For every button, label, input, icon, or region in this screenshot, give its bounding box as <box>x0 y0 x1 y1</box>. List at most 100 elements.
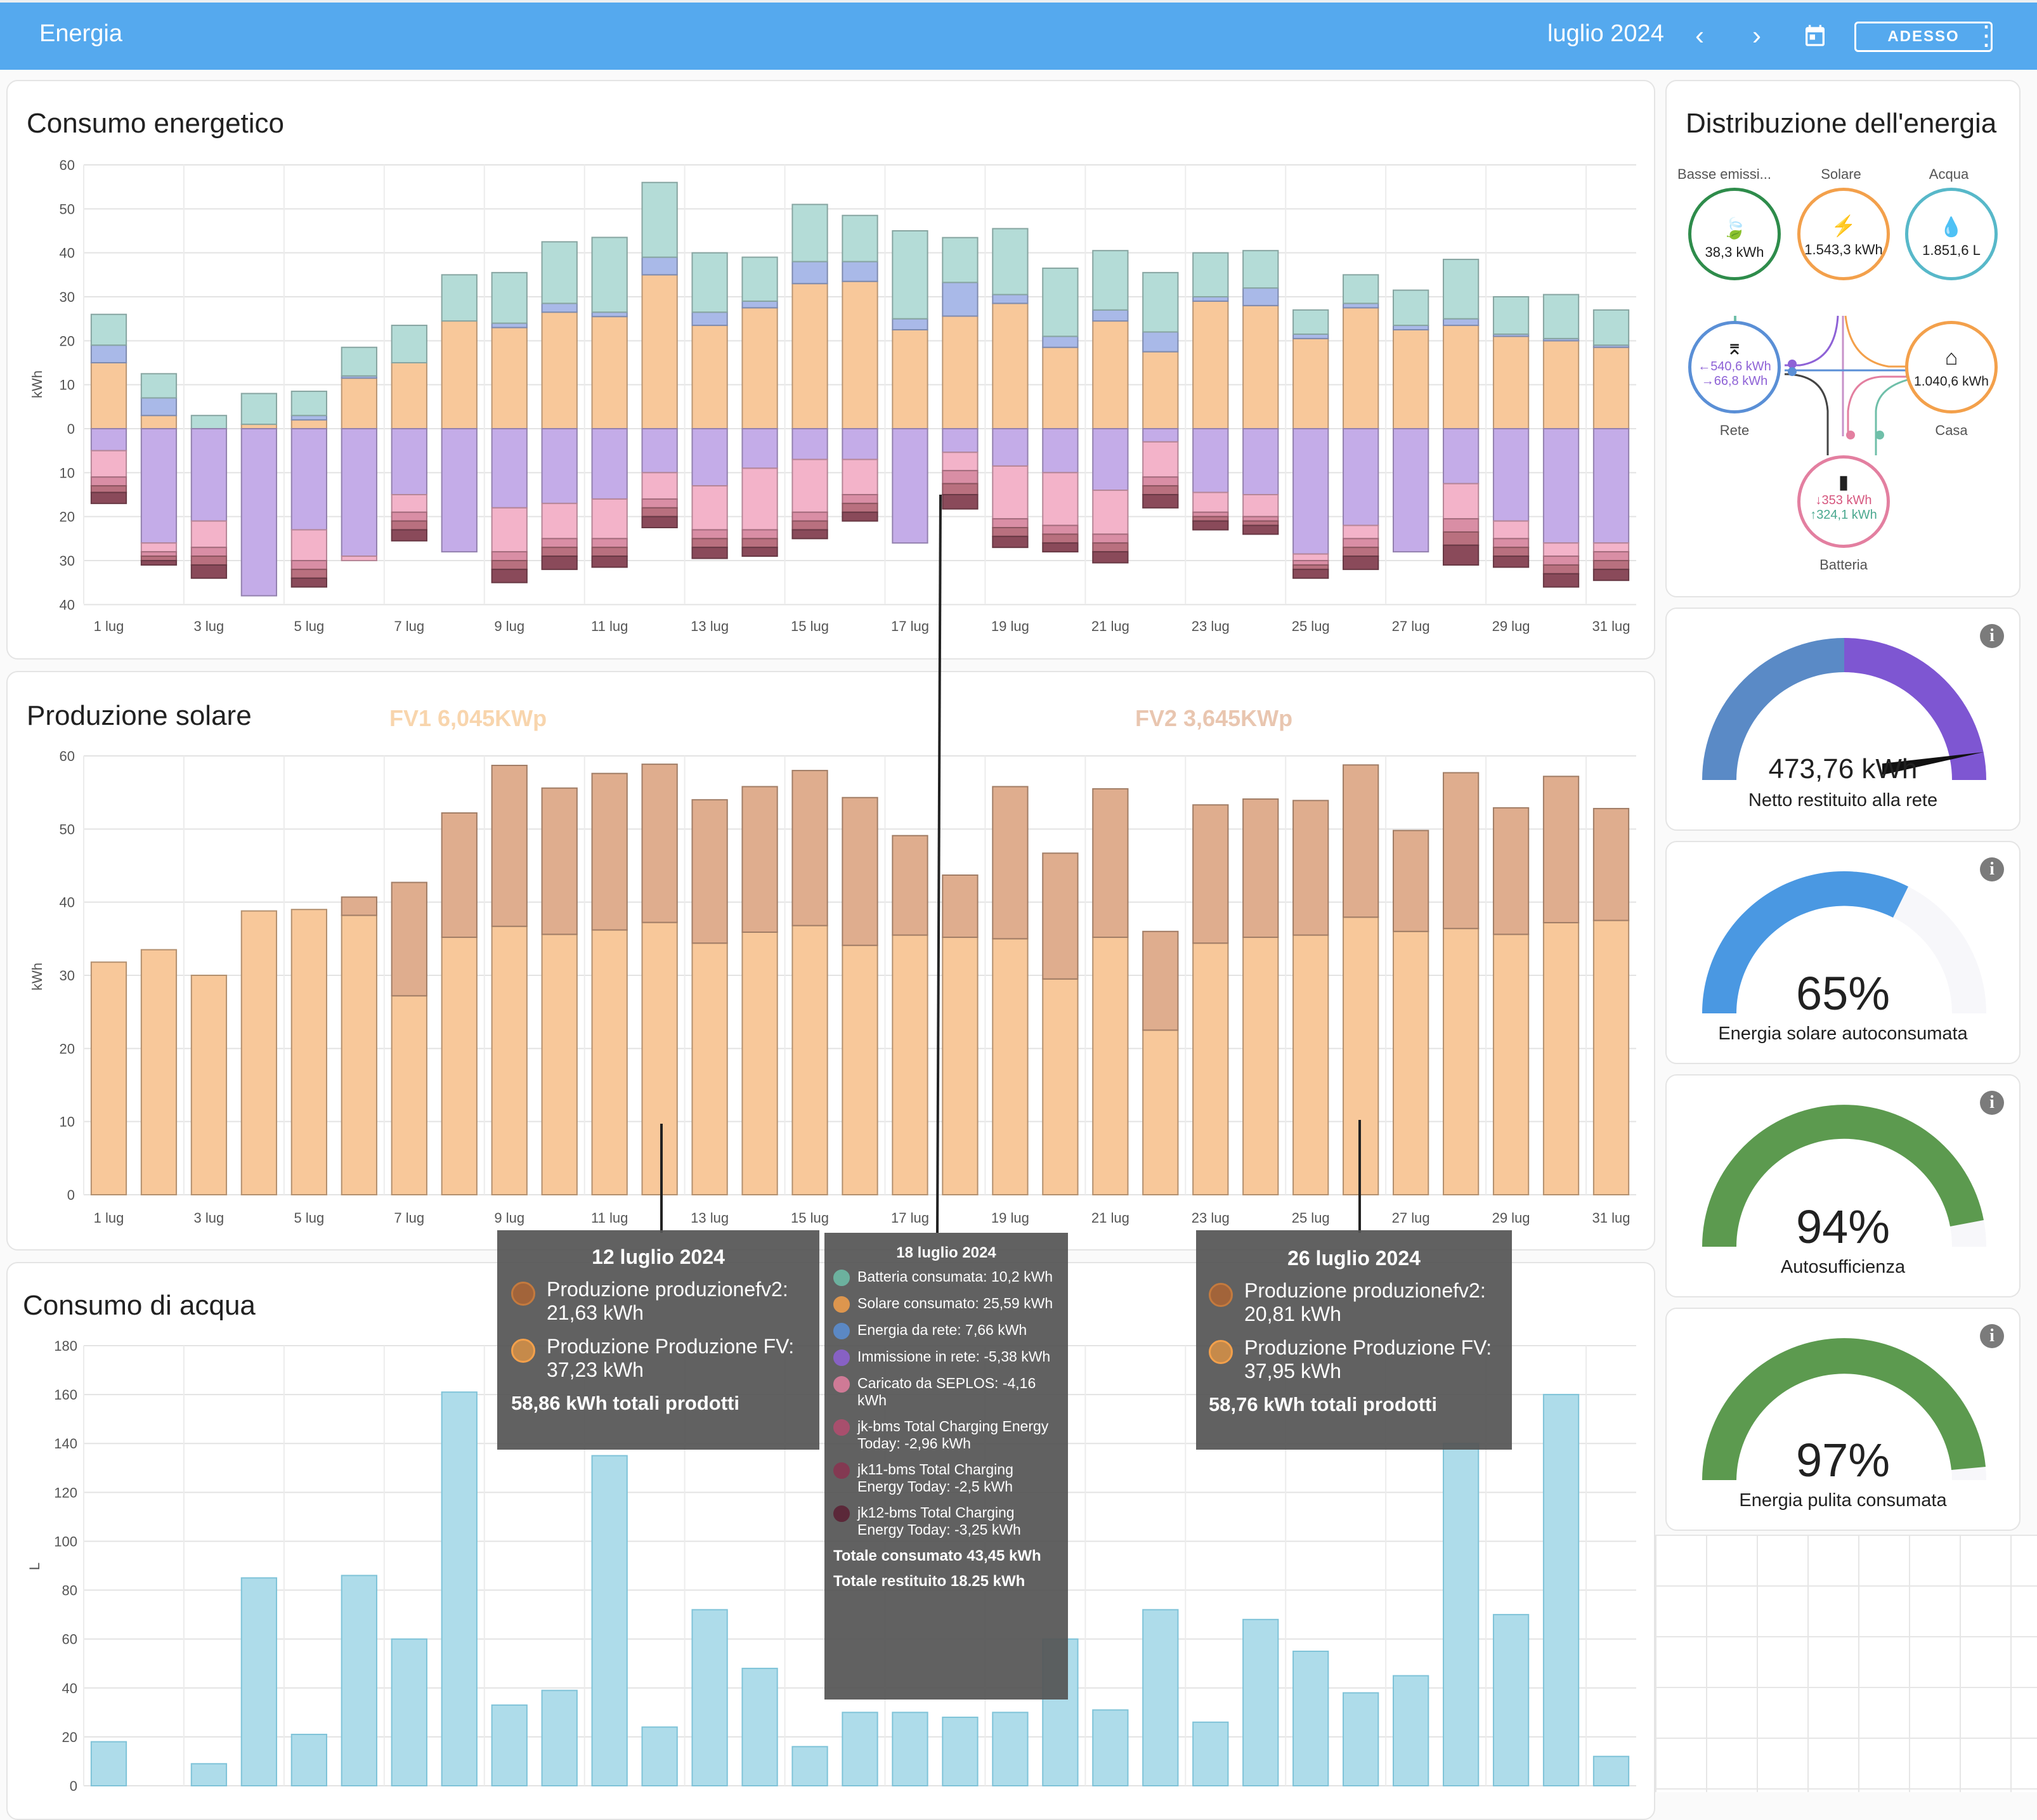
gauge-value: 65% <box>1795 967 1891 1020</box>
tooltip-title: 26 luglio 2024 <box>1287 1247 1421 1270</box>
background-grid <box>1655 1535 2037 1792</box>
water-value: 1.851,6 L <box>1922 242 1981 258</box>
home-value: 1.040,6 kWh <box>1914 374 1989 389</box>
battery-node[interactable]: ▮ ↓353 kWh ↑324,1 kWh <box>1797 455 1890 548</box>
gauge-card-solar-self-consumption: i 65% Energia solare autoconsumata <box>1665 841 2021 1064</box>
period-label: luglio 2024 <box>1547 20 1664 47</box>
legend-dot-fv <box>511 1339 535 1363</box>
legend-dot <box>833 1323 850 1339</box>
gauge-card-net-return: i 473,76 kWh Netto restituito alla rete <box>1665 608 2021 831</box>
legend-dot <box>833 1270 850 1286</box>
tooltip-row-text: Immissione in rete: -5,38 kWh <box>857 1348 1051 1365</box>
tooltip-26-luglio: 26 luglio 2024 Produzione produzionefv2:… <box>1196 1230 1512 1450</box>
chevron-right-icon[interactable]: › <box>1752 20 1761 50</box>
legend-dot <box>833 1505 850 1522</box>
grid-import-arrow-icon: ← <box>1698 360 1711 374</box>
tooltip-row: Energia da rete: 7,66 kWh <box>833 1322 1059 1339</box>
tooltip-row-fv2: Produzione produzionefv2: 20,81 kWh <box>1244 1279 1486 1325</box>
solar-power-icon: ⚡ <box>1831 214 1856 237</box>
tooltip-title: 18 luglio 2024 <box>896 1244 996 1261</box>
fv1-label: FV1 6,045KWp <box>389 705 547 731</box>
energy-usage-title: Consumo energetico <box>27 108 285 139</box>
tooltip-row-text: Caricato da SEPLOS: -4,16 kWh <box>857 1375 1036 1408</box>
energy-distribution-title: Distribuzione dell'energia <box>1686 108 1997 139</box>
tooltip-row-text: Energia da rete: 7,66 kWh <box>857 1322 1027 1338</box>
tooltip-row: Solare consumato: 25,59 kWh <box>833 1295 1059 1313</box>
tooltip-row-fv: Produzione Produzione FV: 37,95 kWh <box>1244 1336 1492 1382</box>
leaf-icon: 🍃 <box>1722 217 1747 240</box>
tooltip-row-text: Solare consumato: 25,59 kWh <box>857 1295 1053 1311</box>
legend-dot-fv2 <box>1209 1283 1233 1307</box>
tooltip-row-text: jk12-bms Total Charging Energy Today: -3… <box>857 1504 1021 1538</box>
chevron-left-icon[interactable]: ‹ <box>1695 20 1704 50</box>
tooltip-total: 58,86 kWh totali prodotti <box>511 1392 739 1414</box>
more-menu-icon[interactable]: ⋮ <box>1973 20 2000 50</box>
grid-in-value: 540,6 kWh <box>1710 360 1771 374</box>
tooltip-row: jk-bms Total Charging Energy Today: -2,9… <box>833 1418 1059 1452</box>
tooltip-rows: Batteria consumata: 10,2 kWh Solare consu… <box>833 1268 1059 1538</box>
grid-node[interactable]: ⌆ ←540,6 kWh →66,8 kWh <box>1688 321 1781 413</box>
water-usage-title: Consumo di acqua <box>23 1290 256 1321</box>
home-node[interactable]: ⌂ 1.040,6 kWh <box>1905 321 1998 413</box>
gauge-arc-self-sufficiency <box>1702 1105 1986 1247</box>
grid-out-value: 66,8 kWh <box>1714 374 1768 388</box>
tooltip-row-fv: Produzione Produzione FV: 37,23 kWh <box>547 1335 795 1381</box>
legend-dot <box>833 1296 850 1313</box>
battery-out-arrow-icon: ↑ <box>1810 508 1817 522</box>
energy-usage-card: Consumo energetico <box>6 80 1655 660</box>
water-label: Acqua <box>1929 166 1969 182</box>
low-carbon-node[interactable]: 🍃 38,3 kWh <box>1688 188 1781 280</box>
gauge-label: Netto restituito alla rete <box>1748 790 1938 810</box>
grid-export-arrow-icon: → <box>1701 374 1714 388</box>
gauge-label: Energia solare autoconsumata <box>1718 1024 1968 1044</box>
tooltip-total-returned: Totale restituito 18.25 kWh <box>833 1573 1025 1590</box>
water-node[interactable]: 💧 1.851,6 L <box>1905 188 1998 280</box>
solar-production-card: Produzione solare FV1 6,045KWp FV2 3,645… <box>6 671 1655 1251</box>
battery-icon: ▮ <box>1838 472 1849 493</box>
gauge-arc-solar <box>1702 871 1986 1013</box>
grid-label: Rete <box>1719 422 1750 438</box>
low-carbon-label: Basse emissi... <box>1677 166 1771 182</box>
gauge-value: 473,76 kWh <box>1768 753 1918 784</box>
tooltip-row-text: jk-bms Total Charging Energy Today: -2,9… <box>857 1418 1049 1452</box>
battery-in-arrow-icon: ↓ <box>1815 493 1822 507</box>
tooltip-row: Caricato da SEPLOS: -4,16 kWh <box>833 1375 1059 1409</box>
transmission-tower-icon: ⌆ <box>1726 336 1743 359</box>
gauge-value: 97% <box>1795 1434 1891 1486</box>
legend-dot-fv <box>1209 1340 1233 1364</box>
tooltip-total: 58,76 kWh totali prodotti <box>1209 1393 1437 1415</box>
tooltip-12-luglio: 12 luglio 2024 Produzione produzionefv2:… <box>497 1230 819 1450</box>
tooltip-row-fv2: Produzione produzionefv2: 21,63 kWh <box>547 1278 788 1324</box>
legend-dot <box>833 1419 850 1436</box>
tooltip-total-consumed: Totale consumato 43,45 kWh <box>833 1547 1041 1564</box>
tooltip-row: Batteria consumata: 10,2 kWh <box>833 1268 1059 1286</box>
home-label: Casa <box>1935 422 1968 438</box>
home-icon: ⌂ <box>1944 346 1958 370</box>
info-icon[interactable]: i <box>1980 624 2004 648</box>
gauge-arc-net-return <box>1702 638 1986 780</box>
legend-dot <box>833 1376 850 1393</box>
solar-production-title: Produzione solare <box>27 700 252 731</box>
battery-in-value: 353 kWh <box>1821 493 1872 507</box>
energy-distribution-card: Distribuzione dell'energia Basse emissi.… <box>1665 80 2021 597</box>
low-carbon-value: 38,3 kWh <box>1705 244 1764 260</box>
top-app-bar: Energia luglio 2024 ‹ › ADESSO ⋮ <box>0 0 2037 70</box>
info-icon[interactable]: i <box>1980 857 2004 881</box>
tooltip-row: Immissione in rete: -5,38 kWh <box>833 1348 1059 1366</box>
tooltip-row: jk12-bms Total Charging Energy Today: -3… <box>833 1504 1059 1538</box>
battery-label: Batteria <box>1819 557 1868 573</box>
solar-node[interactable]: ⚡ 1.543,3 kWh <box>1797 188 1890 280</box>
legend-dot-fv2 <box>511 1282 535 1306</box>
tooltip-row-text: Batteria consumata: 10,2 kWh <box>857 1268 1053 1285</box>
calendar-icon[interactable] <box>1796 18 1834 57</box>
solar-value: 1.543,3 kWh <box>1804 242 1883 257</box>
info-icon[interactable]: i <box>1980 1091 2004 1115</box>
tooltip-18-luglio: 18 luglio 2024 Batteria consumata: 10,2 … <box>824 1233 1068 1700</box>
now-button[interactable]: ADESSO <box>1854 22 1993 52</box>
tooltip-row-text: jk11-bms Total Charging Energy Today: -2… <box>857 1461 1013 1495</box>
info-icon[interactable]: i <box>1980 1324 2004 1348</box>
solar-label: Solare <box>1821 166 1861 182</box>
battery-out-value: 324,1 kWh <box>1816 508 1877 522</box>
gauge-label: Autosufficienza <box>1780 1257 1906 1277</box>
fv2-label: FV2 3,645KWp <box>1135 705 1293 731</box>
